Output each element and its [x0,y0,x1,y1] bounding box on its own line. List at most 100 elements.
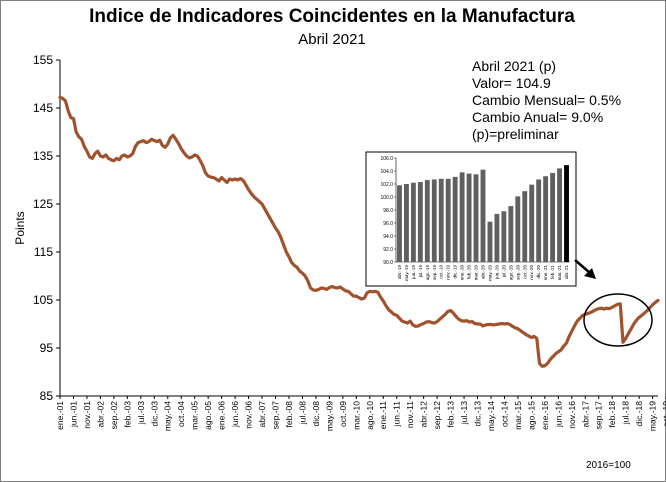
x-tick-label: ene.-06 [217,401,227,430]
info-line-value: Valor= 104.9 [472,75,551,91]
x-tick-label: feb.-08 [284,401,294,428]
inset-bar [480,169,486,262]
x-tick-label: sep.-17 [594,401,604,430]
x-tick-label: ene.-01 [55,401,65,430]
inset-bar [564,165,569,262]
chart-subtitle: Abril 2021 [298,31,366,48]
inset-x-tick-label: feb.-21 [550,265,555,280]
x-tick-label: mar.-15 [513,401,523,430]
x-tick-label: ene.-11 [378,401,388,429]
x-tick-label: nov.-06 [244,401,254,429]
inset-x-tick-label: dic.-20 [536,265,541,279]
inset-y-tick-label: 96.0 [383,221,393,227]
inset-y-tick-label: 92.0 [383,247,393,253]
pointer-arrow [574,259,591,274]
x-tick-label: oct.-14 [499,401,509,427]
x-tick-label: jun.-11 [392,401,402,428]
inset-bar [410,182,416,262]
inset-y-tick-label: 90.0 [383,260,393,266]
x-tick-label: dic.-18 [634,401,644,427]
inset-bar [459,172,465,262]
y-tick-label: 95 [40,341,54,355]
x-tick-label: jun.-01 [68,401,78,428]
x-tick-label: abr.-07 [257,401,267,428]
x-tick-label: mar.-10 [351,401,361,430]
y-tick-label: 145 [33,101,53,115]
x-tick-label: jun.-06 [230,401,240,428]
inset-bar [508,206,514,262]
inset-x-tick-label: oct.-20 [522,265,527,279]
inset-bar [438,178,444,262]
inset-x-tick-label: abr.-21 [564,265,569,280]
x-tick-label: dic.-08 [311,401,321,427]
inset-bar [397,185,402,262]
x-tick-label: jul.-18 [621,401,631,425]
x-tick-label: feb.-13 [446,401,456,428]
y-tick-label: 115 [34,245,53,259]
inset-x-tick-label: jun.-19 [411,265,416,280]
inset-x-tick-label: sep.-20 [515,265,520,281]
x-tick-label: abr.-02 [95,401,105,428]
x-tick-label: oct.-09 [338,401,348,427]
info-box: Abril 2021 (p) Valor= 104.9 Cambio Mensu… [472,58,621,143]
inset-x-tick-label: ene.-20 [460,265,465,281]
y-axis-label: Points [13,211,27,244]
inset-bar [557,168,562,262]
inset-x-tick-label: jul.-20 [501,265,506,279]
info-line-monthly-change: Cambio Mensual= 0.5% [472,92,622,108]
y-tick-label: 135 [33,149,53,163]
inset-bar [487,221,493,262]
inset-x-tick-label: nov.-19 [446,265,451,280]
inset-x-tick-label: jul.-19 [418,265,423,279]
info-line-preliminary-note: (p)=preliminar [472,126,559,142]
inset-bar [445,178,451,262]
inset-y-tick-label: 94.0 [383,234,393,240]
chart-title: Indice de Indicadores Coincidentes en la… [89,6,575,27]
inset-y-tick-label: 102.0 [380,182,393,188]
x-tick-label: oct.-04 [176,401,186,427]
x-tick-label: feb.-03 [122,401,132,428]
x-tick-label: jul.-03 [136,401,146,425]
inset-x-tick-label: sep.-19 [432,265,437,281]
inset-x-tick-label: feb.-20 [467,265,472,280]
inset-bar [529,184,535,262]
x-tick-label: ago.-15 [526,401,536,430]
x-tick-label: sep.-12 [432,401,442,430]
x-tick-label: may.-04 [163,401,173,431]
inset-bar [543,176,549,262]
inset-bar [417,182,423,262]
inset-bar [431,179,437,262]
inset-x-tick-label: abr.-19 [397,265,402,280]
inset-y-tick-label: 100.0 [380,195,393,201]
x-tick-label: jul.-08 [297,401,307,425]
x-tick-label: nov.-11 [405,401,415,428]
x-tick-label: abr.-17 [580,401,590,428]
series-line [58,95,660,368]
inset-x-tick-label: may.-20 [487,265,492,281]
x-tick-label: sep.-02 [109,401,119,430]
inset-bar [404,184,409,262]
y-tick-label: 155 [33,53,53,67]
info-line-period: Abril 2021 (p) [472,58,557,74]
x-tick-label: sep.-07 [270,401,280,430]
inset-x-tick-label: nov.-20 [529,265,534,280]
x-tick-label: may.-19 [648,401,658,431]
x-tick-label: jul.-13 [459,401,469,425]
inset-y-tick-label: 106.0 [380,156,393,162]
inset-y-tick-label: 104.0 [380,169,393,175]
inset-x-tick-label: oct.-19 [439,265,444,279]
inset-y-tick-label: 98.0 [383,208,393,214]
inset-x-tick-label: jun.-20 [494,265,499,280]
inset-x-tick-label: dic.-19 [453,265,458,279]
x-tick-label: abr.-12 [419,401,429,428]
x-tick-label: dic.-03 [149,401,159,427]
inset-x-tick-label: ago.-20 [508,265,513,281]
x-tick-label: nov.-16 [567,401,577,429]
x-tick-label: oct.-19 [661,401,666,427]
inset-bar [550,172,556,262]
y-tick-label: 85 [40,389,54,403]
info-line-annual-change: Cambio Anual= 9.0% [472,109,604,125]
x-tick-label: ago.-10 [365,401,375,430]
y-tick-label: 125 [33,197,53,211]
